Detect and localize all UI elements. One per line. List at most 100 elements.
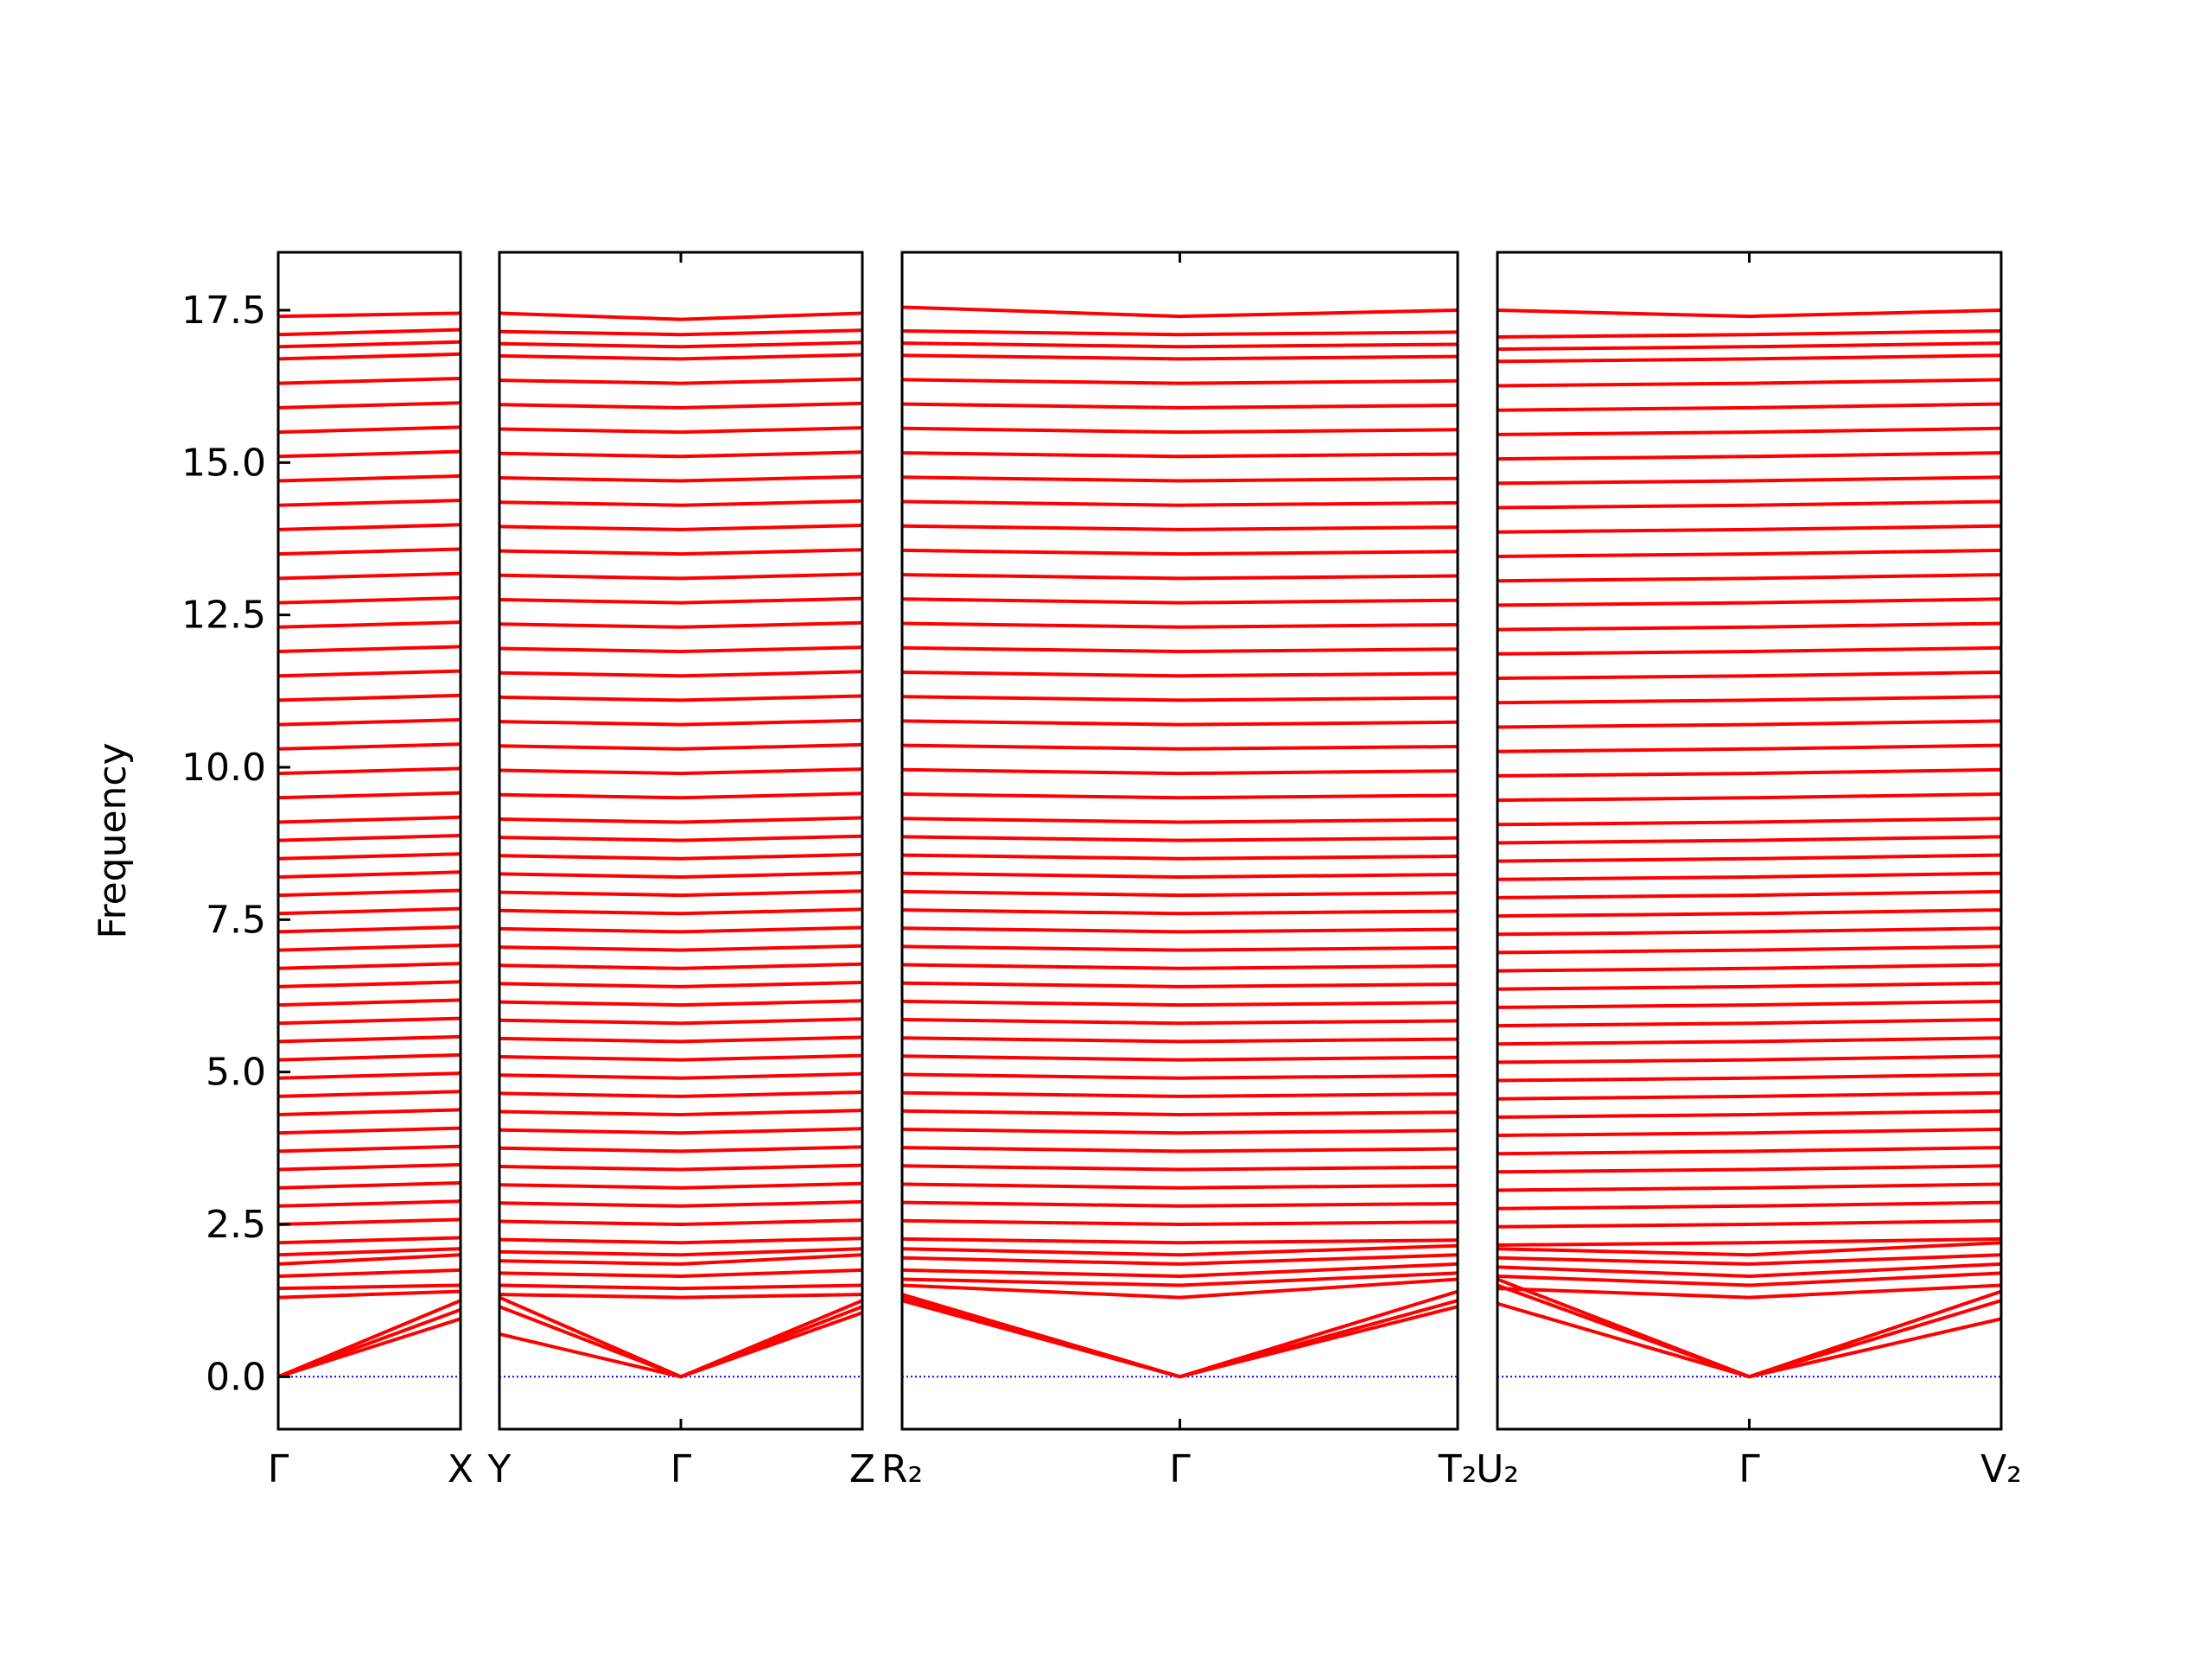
band-line bbox=[1497, 926, 2001, 937]
band-line bbox=[278, 645, 461, 653]
band-line bbox=[1497, 451, 2001, 461]
band-line bbox=[1497, 524, 2001, 534]
band-line bbox=[902, 944, 1458, 952]
band-line bbox=[1497, 792, 2001, 803]
band-line bbox=[499, 1268, 862, 1279]
band-line bbox=[499, 742, 862, 751]
band-line bbox=[902, 1090, 1458, 1098]
band-line bbox=[278, 449, 461, 459]
band-line bbox=[902, 378, 1458, 385]
band-line bbox=[278, 1217, 461, 1226]
band-line bbox=[1497, 1200, 2001, 1211]
band-line bbox=[1497, 1262, 2001, 1279]
band-line bbox=[278, 1052, 461, 1062]
band-line bbox=[1497, 548, 2001, 558]
band-line bbox=[902, 908, 1458, 916]
band-line bbox=[278, 340, 461, 349]
band-line bbox=[1497, 426, 2001, 436]
band-line bbox=[902, 426, 1458, 435]
band-line bbox=[278, 718, 461, 727]
band-line bbox=[499, 572, 862, 581]
band-line bbox=[1497, 402, 2001, 412]
band-line bbox=[499, 816, 862, 824]
bands bbox=[278, 311, 461, 1379]
band-line bbox=[499, 1218, 862, 1227]
band-line bbox=[902, 475, 1458, 483]
x-tick-label: V₂ bbox=[1980, 1447, 2022, 1491]
band-line bbox=[499, 401, 862, 410]
band-line bbox=[499, 1181, 862, 1190]
x-tick-label: X bbox=[448, 1447, 474, 1491]
band-line bbox=[499, 426, 862, 435]
band-line bbox=[1497, 341, 2001, 352]
band-line bbox=[1497, 1271, 2001, 1287]
bands bbox=[1497, 308, 2001, 1379]
band-line bbox=[902, 1018, 1458, 1026]
band-line bbox=[278, 1199, 461, 1208]
band-line bbox=[902, 1295, 1458, 1379]
band-line bbox=[902, 1164, 1458, 1172]
band-line bbox=[902, 402, 1458, 410]
band-line bbox=[902, 695, 1458, 702]
band-line bbox=[278, 1126, 461, 1135]
band-line bbox=[278, 327, 461, 337]
band-line bbox=[499, 767, 862, 776]
band-line bbox=[278, 1299, 461, 1379]
band-line bbox=[499, 1283, 862, 1291]
band-line bbox=[499, 925, 862, 934]
band-line bbox=[1497, 1164, 2001, 1174]
band-line bbox=[1497, 1072, 2001, 1083]
band-line bbox=[1497, 1253, 2001, 1266]
band-line bbox=[499, 981, 862, 988]
panel: Γ X 0.0 2.5 5.0 7.5 10.0 12.5 15.0 17.5 Frequency bbox=[91, 251, 474, 1491]
band-line bbox=[1497, 597, 2001, 607]
band-line bbox=[1497, 719, 2001, 729]
band-line bbox=[1497, 743, 2001, 753]
band-line bbox=[1497, 1018, 2001, 1028]
band-line bbox=[1497, 329, 2001, 339]
band-line bbox=[499, 871, 862, 880]
band-line bbox=[278, 1090, 461, 1098]
band-line bbox=[278, 547, 461, 556]
band-line bbox=[499, 852, 862, 861]
band-line bbox=[278, 571, 461, 581]
band-line bbox=[1497, 645, 2001, 656]
band-line bbox=[499, 340, 862, 349]
band-line bbox=[902, 341, 1458, 349]
band-line bbox=[278, 998, 461, 1007]
y-tick-label: 7.5 bbox=[206, 898, 266, 942]
band-line bbox=[499, 944, 862, 952]
band-line bbox=[499, 834, 862, 842]
band-line bbox=[278, 888, 461, 898]
band-line bbox=[1497, 1241, 2001, 1257]
band-line bbox=[902, 871, 1458, 880]
band-line bbox=[1497, 963, 2001, 973]
band-line bbox=[902, 999, 1458, 1007]
band-line bbox=[278, 852, 461, 861]
x-tick-label: Γ bbox=[268, 1447, 289, 1491]
band-line bbox=[902, 353, 1458, 361]
band-line bbox=[499, 1199, 862, 1208]
band-line bbox=[278, 1253, 461, 1266]
band-line bbox=[499, 474, 862, 483]
band-line bbox=[902, 1182, 1458, 1190]
band-line bbox=[1497, 817, 2001, 827]
band-line bbox=[902, 1036, 1458, 1044]
band-line bbox=[1497, 999, 2001, 1009]
band-line bbox=[902, 1299, 1458, 1379]
band-line bbox=[902, 1218, 1458, 1227]
band-line bbox=[278, 401, 461, 410]
band-line bbox=[278, 1268, 461, 1278]
band-line bbox=[499, 1305, 862, 1379]
panel: R₂ Γ T₂ bbox=[881, 251, 1477, 1491]
y-tick-label: 5.0 bbox=[206, 1051, 266, 1095]
band-line bbox=[499, 1293, 862, 1300]
band-line bbox=[278, 815, 461, 824]
band-line bbox=[278, 1181, 461, 1190]
band-line bbox=[1497, 1236, 2001, 1247]
band-line bbox=[1497, 621, 2001, 632]
band-line bbox=[499, 1253, 862, 1266]
band-line bbox=[278, 742, 461, 751]
band-line bbox=[499, 670, 862, 678]
